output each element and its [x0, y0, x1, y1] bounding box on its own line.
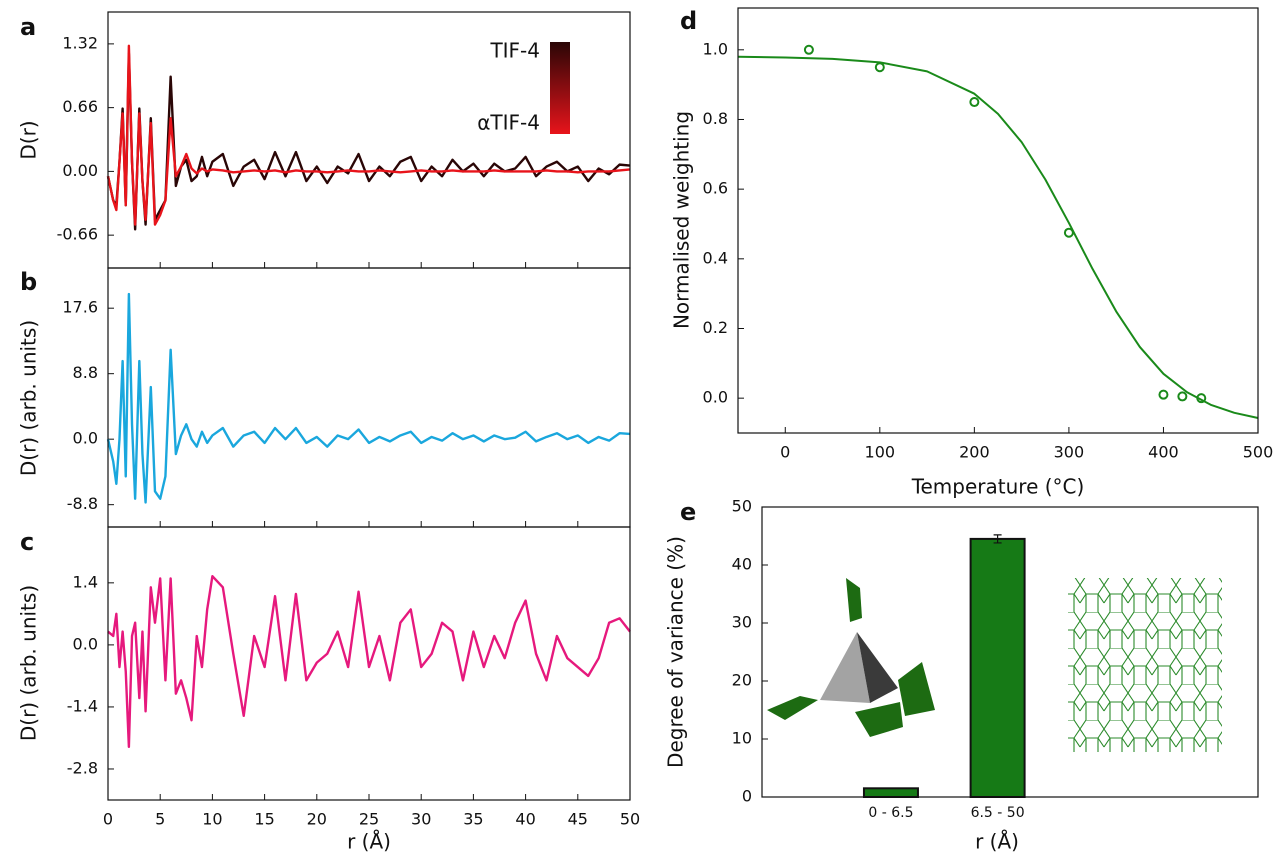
data-point — [1177, 391, 1188, 402]
y-tick-label: 8.8 — [73, 363, 98, 382]
ligand-shape — [767, 696, 818, 720]
data-point — [803, 44, 814, 55]
x-tick-label: 25 — [359, 810, 379, 829]
y-tick-label: 0.00 — [62, 161, 98, 180]
y-tick-label: 50 — [732, 497, 752, 516]
x-tick-label: 45 — [568, 810, 588, 829]
y-tick-label: 0.0 — [73, 634, 98, 653]
y-axis-label: D(r) (arb. units) — [17, 320, 41, 476]
y-tick-label: 0.8 — [703, 109, 728, 128]
data-point — [1063, 227, 1074, 238]
ligand-shape — [846, 578, 862, 622]
x-tick-label: 200 — [959, 443, 990, 462]
data-line — [106, 44, 631, 226]
x-axis-label: Temperature (°C) — [911, 475, 1085, 499]
bar — [969, 537, 1026, 799]
x-tick-label: 30 — [411, 810, 431, 829]
panel-letter: c — [20, 528, 34, 556]
legend-label: TIF-4 — [489, 39, 540, 63]
framework-illustration — [1068, 578, 1222, 752]
y-tick-label: 40 — [732, 555, 752, 574]
y-tick-label: 0 — [742, 787, 752, 806]
x-tick-label: 400 — [1148, 443, 1179, 462]
x-tick-label: 35 — [463, 810, 483, 829]
x-tick-label: 50 — [620, 810, 640, 829]
y-tick-label: 10 — [732, 729, 752, 748]
data-line — [107, 574, 631, 749]
y-tick-label: -0.66 — [57, 225, 98, 244]
y-tick-label: 1.0 — [703, 39, 728, 58]
y-tick-label: 0.4 — [703, 248, 728, 267]
ligand-shape — [855, 702, 903, 737]
y-tick-label: 0.66 — [62, 97, 98, 116]
data-point — [1158, 389, 1169, 400]
plot-frame — [107, 267, 631, 528]
y-tick-label: 17.6 — [62, 298, 98, 317]
fit-line — [737, 55, 1259, 419]
x-axis-label: r (Å) — [975, 830, 1019, 854]
y-axis-label: Degree of variance (%) — [664, 536, 688, 768]
panel-letter: a — [20, 13, 36, 41]
y-axis-label: Normalised weighting — [670, 111, 694, 329]
ligand-shape — [898, 662, 935, 716]
x-tick-label: 500 — [1243, 443, 1274, 462]
data-point — [969, 97, 980, 108]
y-tick-label: -1.4 — [67, 696, 98, 715]
y-tick-label: 0.2 — [703, 318, 728, 337]
x-tick-label: 6.5 - 50 — [971, 805, 1025, 821]
y-tick-label: 0.6 — [703, 179, 728, 198]
y-tick-label: 20 — [732, 671, 752, 690]
y-tick-label: 0.0 — [73, 429, 98, 448]
data-point — [1196, 393, 1207, 404]
colorbar — [550, 42, 570, 134]
plot-frame — [107, 526, 631, 801]
panel-letter: e — [680, 498, 696, 526]
error-bar — [993, 534, 1002, 544]
x-tick-label: 20 — [307, 810, 327, 829]
x-tick-label: 5 — [155, 810, 165, 829]
plot-frame — [761, 506, 1259, 798]
x-axis-label: r (Å) — [347, 830, 391, 854]
y-tick-label: 0.0 — [703, 388, 728, 407]
y-tick-label: 30 — [732, 613, 752, 632]
x-tick-label: 0 - 6.5 — [868, 805, 913, 821]
y-tick-label: -8.8 — [67, 494, 98, 513]
y-axis-label: D(r) (arb. units) — [17, 585, 41, 741]
x-tick-label: 100 — [865, 443, 896, 462]
y-tick-label: 1.4 — [73, 572, 98, 591]
data-line — [106, 292, 631, 504]
panel-letter: b — [20, 268, 37, 296]
x-tick-label: 15 — [254, 810, 274, 829]
x-tick-label: 10 — [202, 810, 222, 829]
plot-frame — [737, 7, 1259, 434]
x-tick-label: 0 — [780, 443, 790, 462]
bar — [862, 787, 919, 798]
x-tick-label: 300 — [1054, 443, 1085, 462]
y-axis-label: D(r) — [17, 120, 41, 159]
x-tick-label: 40 — [515, 810, 535, 829]
legend-label: αTIF-4 — [477, 111, 540, 135]
tetrahedron-face — [820, 632, 870, 703]
tetrahedron-face — [857, 632, 898, 703]
x-tick-label: 0 — [103, 810, 113, 829]
y-tick-label: 1.32 — [62, 33, 98, 52]
y-tick-label: -2.8 — [67, 758, 98, 777]
panel-letter: d — [680, 7, 697, 35]
tetrahedron-illustration — [767, 578, 935, 737]
data-point — [874, 62, 885, 73]
